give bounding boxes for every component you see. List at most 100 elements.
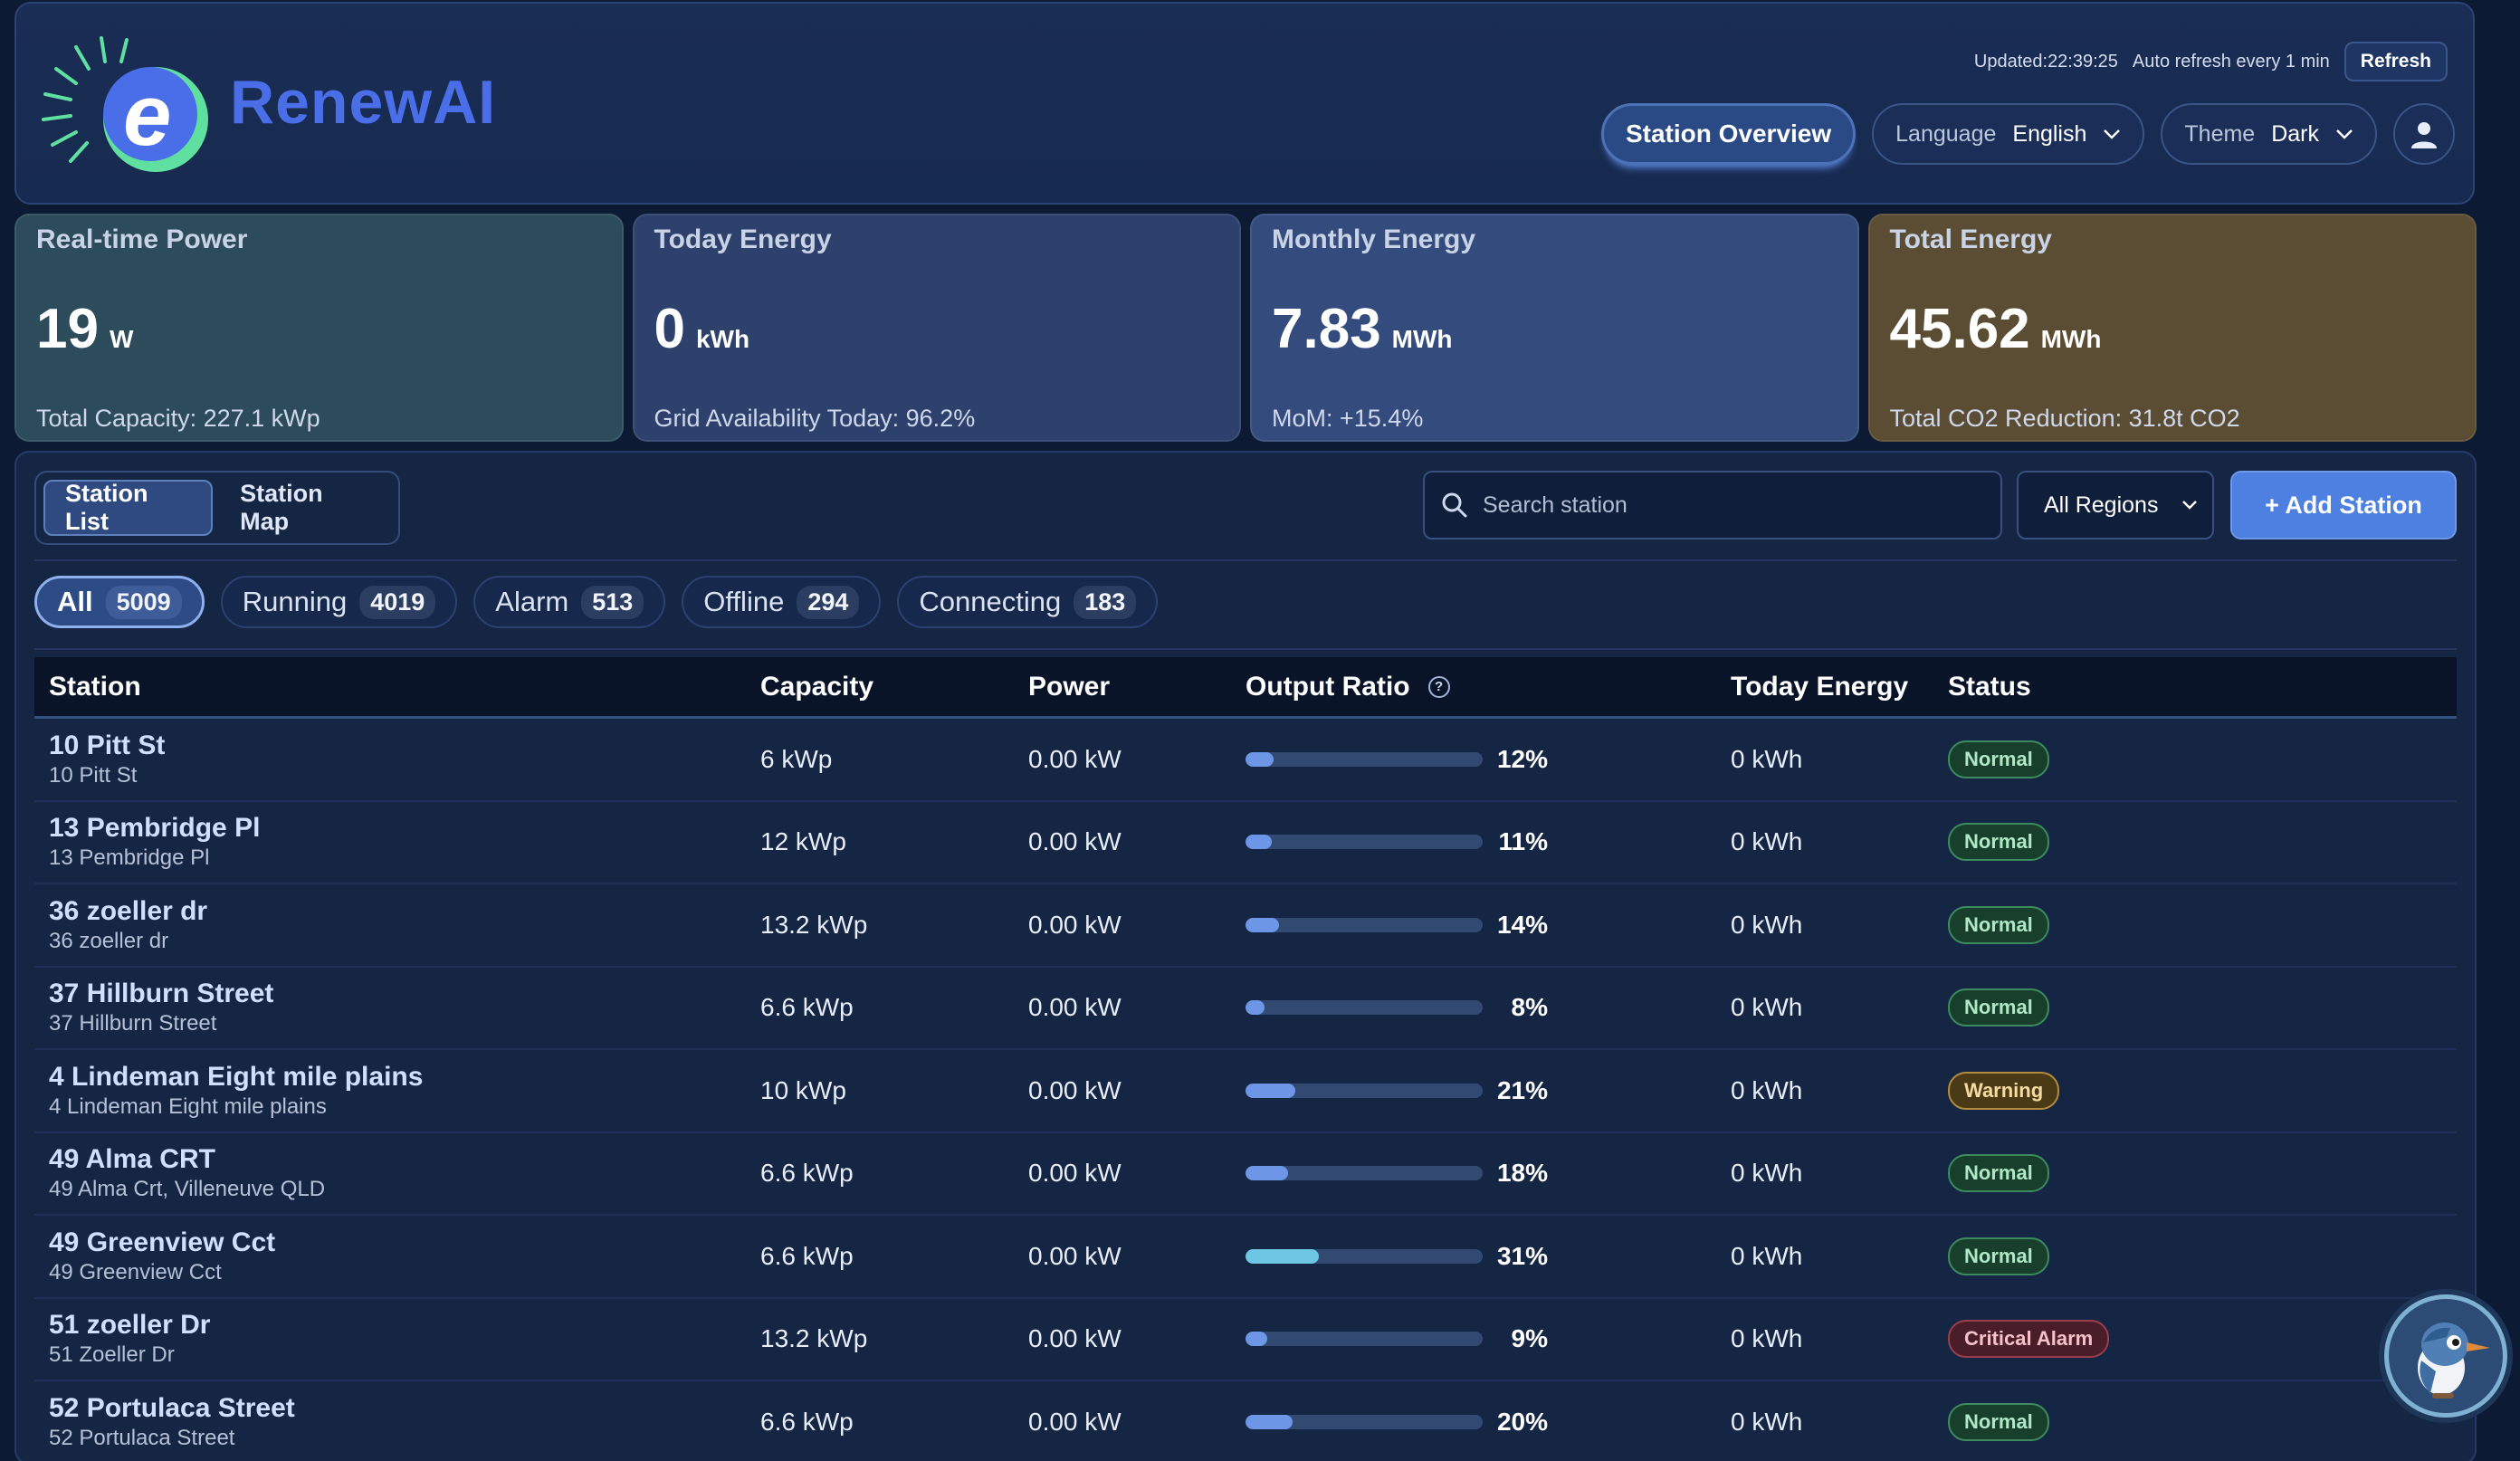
output-ratio-bar — [1246, 751, 1483, 767]
filter-running[interactable]: Running 4019 — [220, 576, 458, 628]
search-input[interactable] — [1483, 492, 1984, 519]
stat-value: 7.83 MWh — [1272, 298, 1453, 360]
filter-connecting[interactable]: Connecting 183 — [897, 576, 1159, 628]
help-icon[interactable]: ? — [1427, 675, 1450, 698]
station-name-link[interactable]: 36 zoeller dr — [49, 895, 208, 926]
power-cell: 0.00 kW — [1028, 1159, 1122, 1188]
stat-title: Monthly Energy — [1272, 224, 1476, 254]
table-row[interactable]: 51 zoeller Dr 51 Zoeller Dr 13.2 kWp 0.00 k… — [34, 1299, 2457, 1381]
station-name-link[interactable]: 49 Greenview Cct — [49, 1227, 276, 1257]
stat-value: 0 kWh — [654, 298, 750, 360]
tab-station-map[interactable]: Station Map — [240, 480, 323, 535]
power-cell: 0.00 kW — [1028, 1324, 1122, 1353]
table-row[interactable]: 37 Hillburn Street 37 Hillburn Street 6.6 … — [34, 968, 2457, 1050]
station-cell: 10 Pitt St 10 Pitt St — [34, 730, 760, 788]
output-ratio-value: 12% — [1496, 744, 1548, 773]
stat-title: Real-time Power — [36, 224, 248, 254]
capacity-cell: 12 kWp — [760, 827, 846, 856]
filter-alarm[interactable]: Alarm 513 — [473, 576, 666, 628]
search-icon — [1442, 492, 1467, 518]
add-station-button[interactable]: + Add Station — [2230, 471, 2457, 540]
status-badge: Normal — [1948, 1402, 2049, 1441]
today-energy-cell: 0 kWh — [1731, 1324, 1803, 1353]
svg-text:e: e — [123, 67, 171, 164]
output-ratio-fill — [1246, 1332, 1267, 1347]
output-ratio-bar — [1246, 1248, 1483, 1264]
stat-unit: W — [109, 325, 134, 353]
assistant-bot-button[interactable] — [2384, 1294, 2507, 1418]
auto-refresh-note: Auto refresh every 1 min — [2132, 51, 2330, 72]
station-overview-button[interactable]: Station Overview — [1600, 103, 1857, 165]
stat-unit: kWh — [695, 325, 750, 353]
table-row[interactable]: 49 Alma CRT 49 Alma Crt, Villeneuve QLD 6.… — [34, 1133, 2457, 1216]
table-row[interactable]: 49 Greenview Cct 49 Greenview Cct 6.6 kWp 0… — [34, 1216, 2457, 1299]
output-ratio-cell: 14% — [1246, 911, 1731, 940]
filter-all[interactable]: All 5009 — [34, 576, 205, 628]
capacity-cell: 10 kWp — [760, 1075, 846, 1104]
refresh-button[interactable]: Refresh — [2343, 42, 2448, 81]
col-today-energy[interactable]: Today Energy — [1731, 671, 1909, 702]
table-row[interactable]: 36 zoeller dr 36 zoeller dr 13.2 kWp 0.00 k… — [34, 884, 2457, 968]
col-status[interactable]: Status — [1948, 671, 2031, 702]
station-name-link[interactable]: 52 Portulaca Street — [49, 1392, 295, 1423]
output-ratio-value: 18% — [1496, 1159, 1548, 1188]
output-ratio-fill — [1246, 1166, 1289, 1181]
today-energy-cell: 0 kWh — [1731, 1159, 1803, 1188]
output-ratio-value: 8% — [1511, 993, 1548, 1022]
filter-label: Connecting — [919, 586, 1062, 617]
user-icon — [2411, 122, 2437, 148]
brand-logo[interactable]: e RenewAI — [31, 29, 496, 176]
power-cell: 0.00 kW — [1028, 910, 1122, 939]
filter-offline[interactable]: Offline 294 — [682, 576, 882, 628]
station-name-link[interactable]: 49 Alma CRT — [49, 1144, 215, 1175]
station-address: 49 Greenview Cct — [49, 1259, 222, 1284]
station-name-link[interactable]: 37 Hillburn Street — [49, 979, 274, 1009]
table-row[interactable]: 10 Pitt St 10 Pitt St 6 kWp 0.00 kW 12% 0 kWh… — [34, 719, 2457, 802]
station-address: 36 zoeller dr — [49, 928, 169, 953]
station-address: 51 Zoeller Dr — [49, 1342, 175, 1368]
language-select[interactable]: Language English — [1872, 103, 2145, 165]
refresh-status: Updated:22:39:25 Auto refresh every 1 mi… — [1974, 42, 2448, 81]
chevron-down-icon — [2182, 501, 2197, 510]
output-ratio-fill — [1246, 751, 1274, 767]
output-ratio-bar — [1246, 1332, 1483, 1347]
region-select[interactable]: All Regions — [2017, 471, 2214, 540]
capacity-cell: 6.6 kWp — [760, 993, 854, 1022]
table-row[interactable]: 4 Lindeman Eight mile plains 4 Lindeman E… — [34, 1050, 2457, 1133]
station-cell: 52 Portulaca Street 52 Portulaca Street — [34, 1393, 760, 1451]
theme-select[interactable]: Theme Dark — [2161, 103, 2377, 165]
table-row[interactable]: 13 Pembridge Pl 13 Pembridge Pl 12 kWp 0.00… — [34, 802, 2457, 884]
output-ratio-cell: 11% — [1246, 827, 1731, 856]
col-power[interactable]: Power — [1028, 671, 1111, 702]
station-name-link[interactable]: 10 Pitt St — [49, 730, 166, 760]
station-name-link[interactable]: 51 zoeller Dr — [49, 1310, 211, 1341]
station-address: 13 Pembridge Pl — [49, 845, 210, 871]
user-avatar-button[interactable] — [2393, 103, 2455, 165]
output-ratio-value: 11% — [1498, 827, 1549, 856]
col-output-ratio[interactable]: Output Ratio ? — [1246, 672, 1731, 702]
status-cell: Normal — [1948, 1154, 2457, 1193]
col-station[interactable]: Station — [49, 671, 141, 702]
table-row[interactable]: 52 Portulaca Street 52 Portulaca Street 6.… — [34, 1381, 2457, 1461]
status-badge: Normal — [1948, 740, 2049, 778]
today-energy-cell: 0 kWh — [1731, 827, 1803, 856]
status-badge: Normal — [1948, 1237, 2049, 1275]
station-cell: 51 zoeller Dr 51 Zoeller Dr — [34, 1310, 760, 1368]
col-capacity[interactable]: Capacity — [760, 671, 874, 702]
station-panel: Station List Station Map All Regions + A… — [14, 451, 2477, 1461]
stat-card-total-energy: Total Energy 45.62 MWh Total CO2 Reductio… — [1867, 214, 2477, 442]
capacity-cell: 6.6 kWp — [760, 1407, 854, 1436]
header-controls: Station Overview Language English Theme … — [1600, 103, 2455, 165]
station-name-link[interactable]: 4 Lindeman Eight mile plains — [49, 1061, 424, 1092]
status-badge: Warning — [1948, 1071, 2060, 1110]
stat-value: 19 W — [36, 298, 134, 360]
output-ratio-bar — [1246, 1166, 1483, 1181]
stat-footnote: Total CO2 Reduction: 31.8t CO2 — [1889, 405, 2240, 432]
station-address: 37 Hillburn Street — [49, 1011, 217, 1036]
output-ratio-bar — [1246, 1414, 1483, 1429]
tab-station-list[interactable]: Station List — [43, 480, 214, 536]
status-badge: Critical Alarm — [1948, 1320, 2110, 1359]
station-name-link[interactable]: 13 Pembridge Pl — [49, 813, 261, 844]
capacity-cell: 13.2 kWp — [760, 1324, 868, 1353]
power-cell: 0.00 kW — [1028, 1241, 1122, 1270]
